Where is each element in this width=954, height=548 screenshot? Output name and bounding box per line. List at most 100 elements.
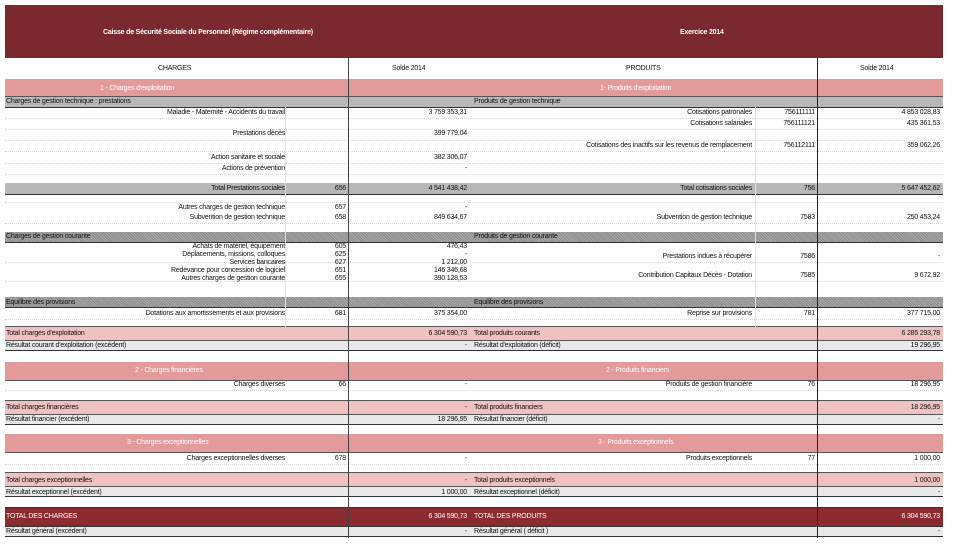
row-value: 146 346,68 [433, 267, 467, 274]
row-label: Subvention de gestion technique [656, 214, 753, 221]
subheader: Charges de gestion courante [6, 233, 91, 240]
row-value: 359 062,26 [906, 142, 940, 149]
col-charges: CHARGES [158, 65, 192, 72]
row-label: Maladie - Maternité - Accidents du trava… [166, 109, 285, 116]
row-label: Redevance pour concession de logiciel [170, 267, 285, 274]
result-label: Résultat général ( déficit ) [474, 528, 549, 535]
row-code: 7585 [800, 272, 815, 279]
row-value: 377 715,00 [906, 310, 940, 317]
row-value: 476,43 [446, 243, 467, 250]
grand-total-band [5, 507, 943, 527]
subheader: Produits de gestion technique [474, 98, 561, 105]
subheader-band [5, 97, 943, 108]
section-title: 2 - Produits financiers [606, 367, 670, 374]
total-value: - [464, 404, 467, 411]
subheader: Equilibre des provisions [474, 299, 544, 306]
row-value: - [464, 165, 467, 172]
total-label: Total charges exceptionnelles [6, 477, 93, 484]
row-code: 7583 [800, 214, 815, 221]
total-value: 18 296,95 [910, 404, 941, 411]
total-value: 6 285 293,78 [901, 330, 941, 337]
row-label: Cotisations salariales [690, 120, 752, 127]
subheader: Produits de gestion courante [474, 233, 558, 240]
title: Caisse de Sécurité Sociale du Personnel … [103, 29, 313, 36]
subheader: Equilibre des provisions [6, 299, 76, 306]
row-label: Autres charges de gestion courante [181, 275, 285, 282]
subheader: Charges de gestion technique : prestatio… [6, 98, 131, 105]
result-band [5, 341, 943, 351]
row-code: 678 [334, 455, 346, 462]
result-label: Résultat financier (déficit) [474, 416, 548, 423]
row-value: 9 672,92 [914, 272, 940, 279]
grand-total-value: 6 304 590,73 [428, 513, 468, 520]
row-label: Produits exceptionnels [685, 455, 752, 462]
row-label: Dotations aux amortissements et aux prov… [145, 310, 286, 317]
row-code: 7586 [800, 253, 815, 260]
row-code: 756 [803, 185, 815, 192]
row-label: Total Prestations sociales [211, 185, 285, 192]
total-value: - [464, 477, 467, 484]
row-value: - [464, 381, 467, 388]
section-title: 2 - Charges financières [135, 367, 203, 374]
total-label: Total charges financières [6, 404, 79, 411]
col-solde-right: Solde 2014 [860, 65, 894, 72]
section-title: 1- Produits d'exploitation [600, 85, 672, 92]
result-band [5, 527, 943, 537]
row-label: Produits de gestion financière [665, 381, 752, 388]
total-band [5, 472, 943, 487]
result-value: - [937, 489, 940, 496]
row-code: 656 [334, 185, 346, 192]
row-value: - [464, 251, 467, 258]
result-value: 19 296,95 [910, 342, 941, 349]
row-label: Charges diverses [233, 381, 285, 388]
row-label: Actions de prévention [221, 165, 285, 172]
row-value: 3 759 353,31 [428, 109, 468, 116]
total-label: Total produits courants [474, 330, 540, 337]
row-value: 5 647 452,62 [901, 185, 941, 192]
row-code: 605 [334, 243, 346, 250]
row-value: - [464, 455, 467, 462]
section-title: 3 - Produits exceptionnels [598, 439, 674, 446]
result-value: 1 000,00 [441, 489, 467, 496]
section-band [5, 362, 943, 381]
row-value: - [464, 204, 467, 211]
grand-total-label: TOTAL DES CHARGES [6, 513, 78, 520]
row-label: Action sanitaire et sociale [211, 154, 285, 161]
row-value: 1 000,00 [914, 455, 940, 462]
total-label: Total charges d'exploitation [6, 330, 85, 337]
title-banner [5, 5, 943, 58]
row-value: 375 354,00 [433, 310, 467, 317]
row-value: 4 853 028,83 [901, 109, 941, 116]
result-label: Résultat d'exploitation (déficit) [474, 342, 561, 349]
row-value: 435 361,53 [906, 120, 940, 127]
row-code: 681 [334, 310, 346, 317]
subheader-band [5, 297, 943, 308]
total-value: 1 000,00 [914, 477, 940, 484]
total-value: 6 304 590,73 [428, 330, 468, 337]
result-value: - [937, 528, 940, 535]
result-label: Résultat financier (excédent) [6, 416, 90, 423]
result-label: Résultat général (excédent) [6, 528, 87, 535]
row-value: 4 541 438,42 [428, 185, 468, 192]
row-value: 250 453,24 [906, 214, 940, 221]
row-code: 66 [338, 381, 347, 388]
col-solde-left: Solde 2014 [392, 65, 426, 72]
row-code: 657 [334, 204, 346, 211]
row-label: Prestations décès [232, 130, 285, 137]
section-title: 1 - Charges d'exploitation [100, 85, 174, 92]
row-code: 655 [334, 275, 346, 282]
row-code: 756111121 [783, 120, 815, 127]
total-band [5, 326, 943, 341]
row-code: 627 [334, 259, 346, 266]
subheader-band [5, 232, 943, 243]
total-label: Total produits exceptionnels [474, 477, 555, 484]
grand-total-value: 6 304 590,73 [901, 513, 941, 520]
row-label: Reprise sur provisions [687, 310, 752, 317]
result-label: Résultat exceptionnel (déficit) [474, 489, 560, 496]
total-label: Total produits financiers [474, 404, 543, 411]
row-label: Autres charges de gestion technique [178, 204, 285, 211]
total-band [5, 400, 943, 415]
row-value: 382 306,07 [433, 154, 467, 161]
row-value: 399 779,04 [433, 130, 467, 137]
